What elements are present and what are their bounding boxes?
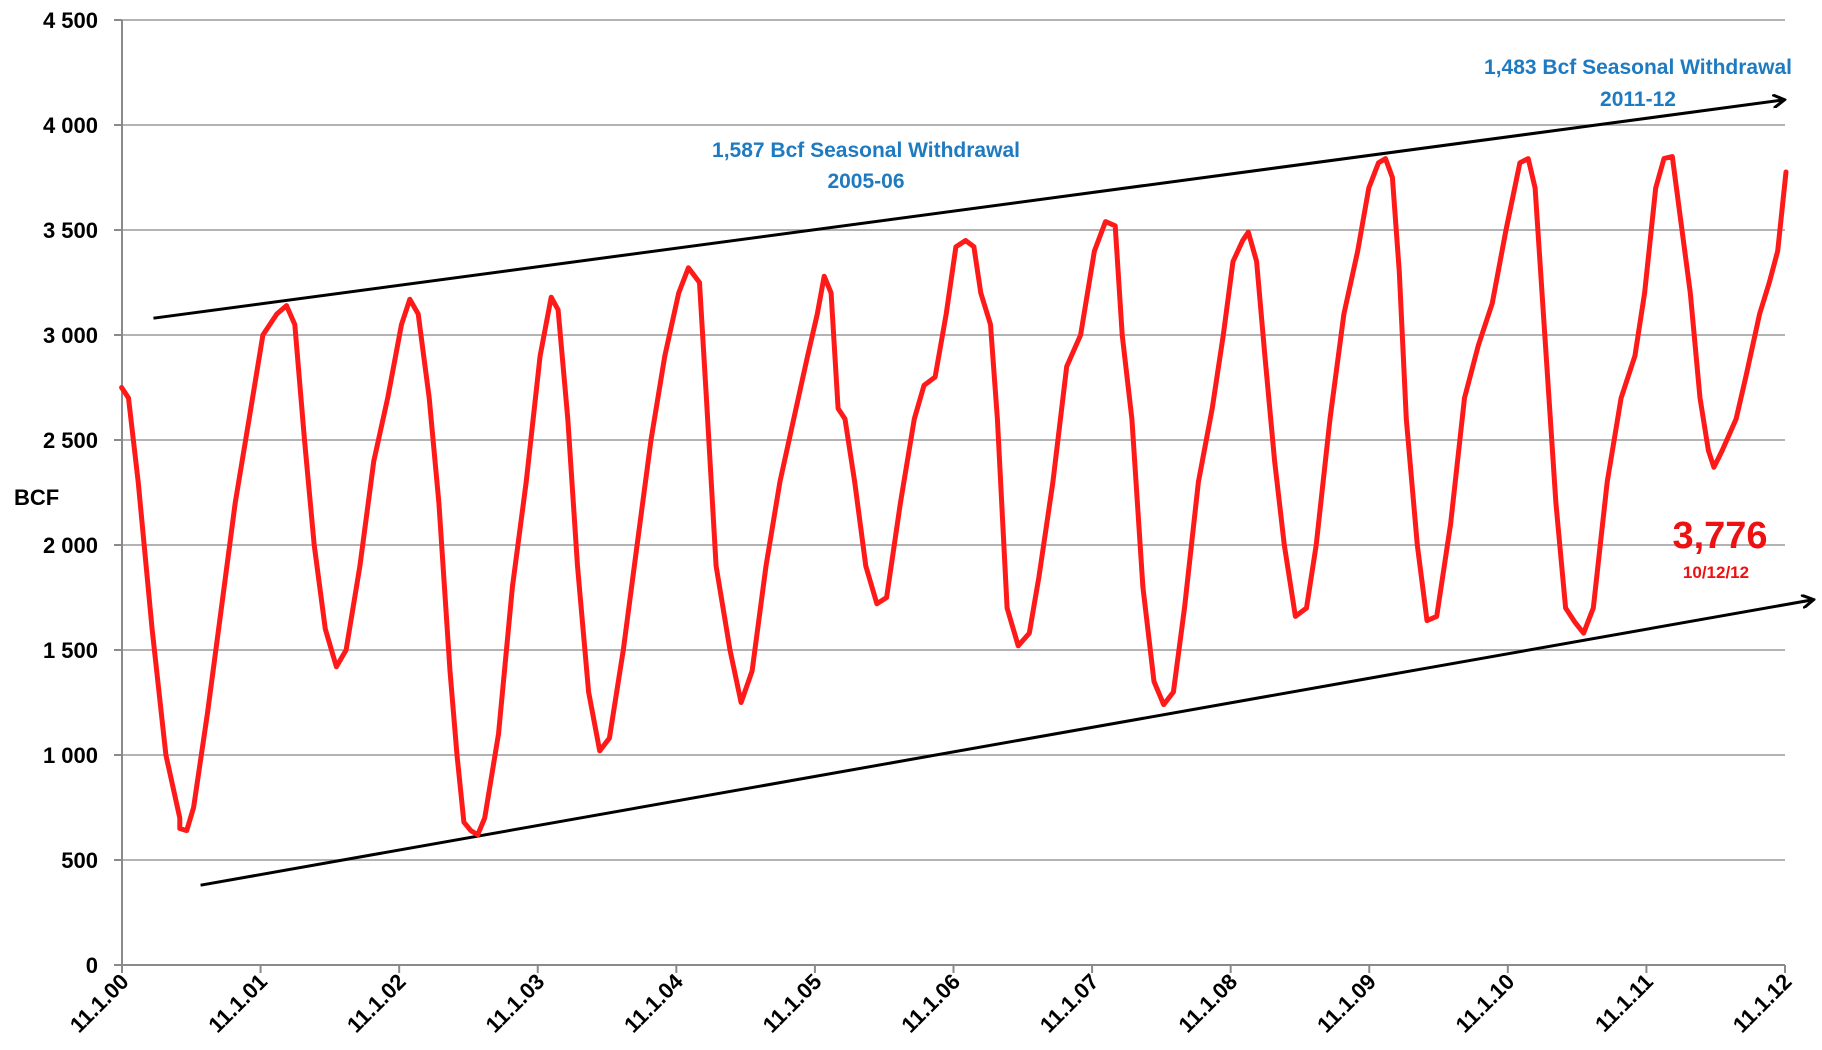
x-tick-label: 11.1.10 xyxy=(1451,969,1520,1038)
y-tick-label: 0 xyxy=(86,953,98,978)
y-tick-label: 2 000 xyxy=(43,533,98,558)
latest-value-label: 3,776 xyxy=(1672,515,1767,557)
annotation-2011-line2: 2011-12 xyxy=(1600,88,1676,111)
storage-series-line xyxy=(119,154,1789,838)
y-axis-label: BCF xyxy=(14,485,59,510)
x-tick-label: 11.1.09 xyxy=(1312,969,1381,1038)
y-tick-label: 4 500 xyxy=(43,8,98,33)
x-tick-label: 11.1.11 xyxy=(1590,969,1658,1037)
x-tick-label: 11.1.01 xyxy=(203,969,272,1038)
upper-trendline xyxy=(153,100,1784,320)
annotation-2011-line1: 1,483 Bcf Seasonal Withdrawal xyxy=(1484,56,1792,79)
x-tick-label: 11.1.03 xyxy=(481,969,550,1038)
y-tick-label: 1 500 xyxy=(43,638,98,663)
x-tick-label: 11.1.05 xyxy=(758,969,827,1038)
y-tick-label: 500 xyxy=(61,848,98,873)
x-tick-label: 11.1.00 xyxy=(65,969,134,1038)
y-tick-label: 1 000 xyxy=(43,743,98,768)
annotation-2005-line1: 1,587 Bcf Seasonal Withdrawal xyxy=(712,139,1020,162)
trendlines xyxy=(153,100,1814,887)
y-tick-label: 2 500 xyxy=(43,428,98,453)
x-tick-label: 11.1.12 xyxy=(1728,969,1797,1038)
series-layer xyxy=(119,154,1789,838)
axes: 0 500 1 000 1 500 2 000 2 500 3 000 3 500 4 000 4… xyxy=(43,8,1797,1038)
x-tick-label: 11.1.08 xyxy=(1173,969,1242,1038)
y-tick-label: 3 000 xyxy=(43,323,98,348)
latest-date-label: 10/12/12 xyxy=(1683,563,1749,582)
y-tick-label: 4 000 xyxy=(43,113,98,138)
x-tick-label: 11.1.04 xyxy=(619,968,688,1037)
annotation-2005-line2: 2005-06 xyxy=(827,170,904,193)
x-tick-label: 11.1.02 xyxy=(342,969,411,1038)
x-tick-label: 11.1.06 xyxy=(896,969,965,1038)
lower-trendline xyxy=(200,600,1814,887)
y-tick-label: 3 500 xyxy=(43,218,98,243)
x-tick-label: 11.1.07 xyxy=(1035,969,1104,1038)
